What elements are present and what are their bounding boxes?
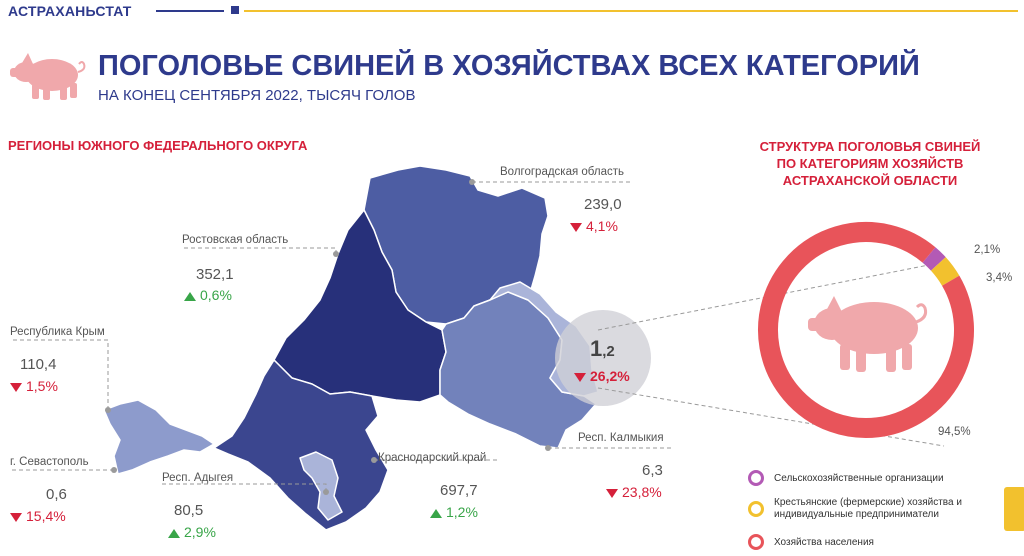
region-change-sevastopol: 15,4%	[10, 508, 66, 524]
region-change-crimea: 1,5%	[10, 378, 58, 394]
region-name-rostov: Ростовская область	[182, 234, 289, 246]
arrow-up-icon	[184, 291, 196, 301]
arrow-down-icon	[10, 512, 22, 522]
arrow-up-icon	[168, 528, 180, 538]
region-name-adygea: Респ. Адыгея	[162, 472, 234, 484]
donut-segment	[922, 247, 946, 271]
map-region-adygea	[299, 451, 343, 521]
header-divider	[156, 10, 224, 12]
region-change-volgograd: 4,1%	[570, 218, 618, 234]
header-accent-line	[244, 10, 1018, 12]
donut-label-farms: 3,4%	[986, 272, 1013, 284]
region-value-volgograd: 239,0	[584, 196, 622, 213]
donut-segment	[930, 257, 960, 286]
legend-marker-icon	[748, 501, 764, 517]
astrakhan-highlight	[555, 310, 651, 406]
region-value-astrakhan: 1,2	[590, 336, 615, 361]
header-square-marker	[231, 6, 239, 14]
structure-section-title: СТРУКТУРА ПОГОЛОВЬЯ СВИНЕЙ ПО КАТЕГОРИЯМ…	[759, 139, 981, 188]
page-subtitle: НА КОНЕЦ СЕНТЯБРЯ 2022, ТЫСЯЧ ГОЛОВ	[98, 87, 416, 104]
arrow-down-icon	[574, 372, 586, 382]
arrow-down-icon	[570, 222, 582, 232]
legend-item-households: Хозяйства населения	[748, 534, 874, 550]
arrow-down-icon	[606, 488, 618, 498]
map-region-rostov	[273, 209, 447, 403]
legend-marker-icon	[748, 534, 764, 550]
region-change-rostov: 0,6%	[184, 287, 232, 303]
region-name-crimea: Республика Крым	[10, 326, 105, 338]
region-change-kalmykia: 23,8%	[606, 484, 662, 500]
region-name-volgograd: Волгоградская область	[500, 166, 624, 178]
region-name-krasnodar: Краснодарский край	[378, 452, 487, 464]
legend-marker-icon	[748, 470, 764, 486]
region-change-adygea: 2,9%	[168, 524, 216, 540]
region-value-krasnodar: 697,7	[440, 482, 478, 499]
region-name-kalmykia: Респ. Калмыкия	[578, 432, 664, 444]
map-region-krasnodar	[213, 359, 389, 531]
page-title: ПОГОЛОВЬЕ СВИНЕЙ В ХОЗЯЙСТВАХ ВСЕХ КАТЕГ…	[98, 50, 920, 82]
donut-label-agri-orgs: 2,1%	[974, 244, 1001, 256]
donut-label-households: 94,5%	[938, 426, 971, 438]
brand-label: АСТРАХАНЬСТАТ	[8, 3, 132, 19]
region-value-sevastopol: 0,6	[46, 486, 67, 503]
arrow-down-icon	[10, 382, 22, 392]
regions-section-title: РЕГИОНЫ ЮЖНОГО ФЕДЕРАЛЬНОГО ОКРУГА	[8, 138, 308, 153]
legend-item-agri-orgs: Сельскохозяйственные организации	[748, 470, 944, 486]
legend-item-farms: Крестьянские (фермерские) хозяйства и ин…	[748, 497, 988, 521]
region-value-rostov: 352,1	[196, 266, 234, 283]
region-value-adygea: 80,5	[174, 502, 204, 519]
pig-icon	[808, 296, 928, 372]
region-name-sevastopol: г. Севастополь	[10, 456, 89, 468]
donut-segment	[758, 222, 974, 438]
region-change-astrakhan: 26,2%	[574, 368, 630, 384]
region-change-krasnodar: 1,2%	[430, 504, 478, 520]
region-value-kalmykia: 6,3	[642, 462, 663, 479]
next-page-button[interactable]	[1004, 487, 1024, 531]
pig-icon	[10, 53, 86, 100]
arrow-up-icon	[430, 508, 442, 518]
map-region-crimea	[103, 399, 215, 475]
structure-donut-chart	[758, 222, 974, 438]
region-value-crimea: 110,4	[20, 356, 57, 373]
